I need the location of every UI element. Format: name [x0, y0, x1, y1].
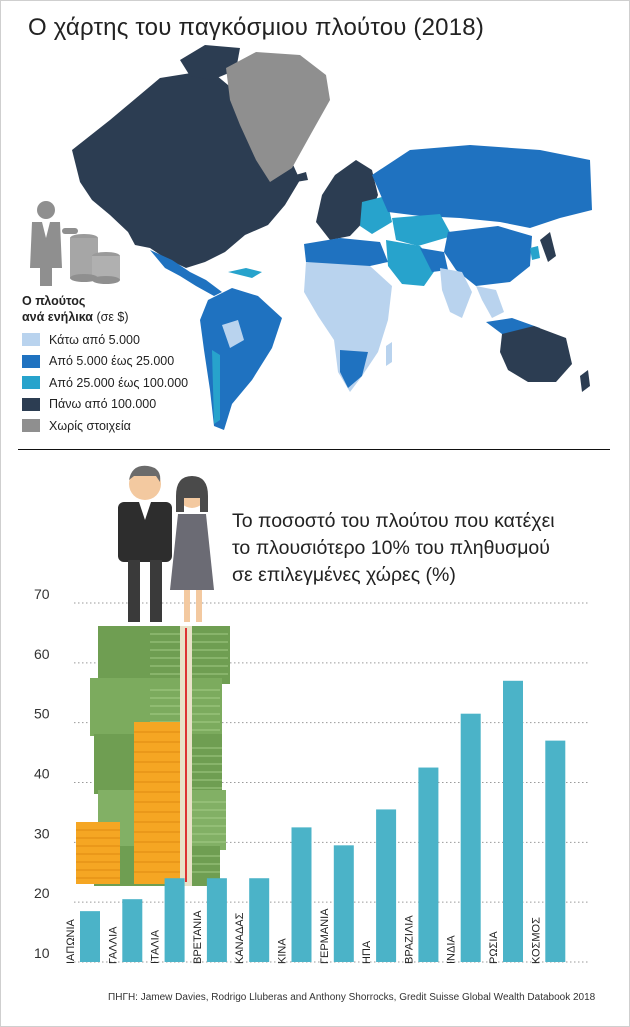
- greenland-region: [226, 52, 330, 182]
- y-tick-label: 10: [34, 945, 50, 961]
- legend-label: Από 5.000 έως 25.000: [49, 354, 175, 369]
- bar-2: [122, 899, 143, 962]
- central-asia-region: [392, 214, 452, 246]
- grid-layer: [74, 602, 588, 963]
- legend-title-line1: Ο πλούτος: [22, 294, 86, 308]
- map-legend: Ο πλούτος ανά ενήλικα (σε $) Κάτω από 5.…: [22, 293, 188, 437]
- legend-swatch: [22, 419, 40, 433]
- bar-chart: 10 20 30 40 50 60 70: [34, 465, 588, 964]
- bar-3: [164, 878, 185, 962]
- south-america-region: [200, 288, 282, 430]
- japan-region: [540, 232, 556, 262]
- world-map-panel: Ο χάρτης του παγκόσμιου πλούτου (2018): [0, 0, 630, 450]
- x-label-layer: ΙΑΠΩΝΙΑ ΓΑΛΛΙΑ ΙΤΑΛΙΑ ΒΡΕΤΑΝΙΑ ΚΑΝΑΔΑΣ ΚΙΝΑ ΓΕ…: [65, 908, 542, 964]
- bar-9: [418, 767, 439, 962]
- x-category-label: ΙΝΔΙΑ: [446, 935, 458, 964]
- russia-region: [372, 145, 592, 228]
- y-tick-label: 40: [34, 766, 50, 782]
- mexico-region: [150, 250, 222, 296]
- money-stacks-illustration: [76, 626, 230, 886]
- section-divider: [18, 449, 610, 450]
- southeast-asia-region: [476, 286, 504, 318]
- bar-1: [80, 911, 100, 962]
- africa-region: [304, 262, 392, 392]
- china-region: [444, 226, 532, 286]
- y-tick-label: 70: [34, 586, 50, 602]
- y-tick-label: 30: [34, 825, 50, 841]
- y-tick-label: 50: [34, 706, 50, 722]
- x-category-label: ΚΑΝΑΔΑΣ: [234, 912, 246, 964]
- bar-7: [333, 845, 354, 962]
- india-region: [440, 268, 472, 318]
- legend-unit: (σε $): [96, 310, 129, 324]
- bar-layer: [80, 680, 566, 962]
- bolivia-region: [222, 320, 244, 348]
- couple-illustration: [118, 465, 214, 622]
- chile-region: [212, 350, 220, 424]
- x-category-label: ΙΤΑΛΙΑ: [150, 929, 162, 964]
- caribbean-region: [228, 268, 262, 278]
- legend-item-25000-100000: Από 25.000 έως 100.000: [22, 372, 188, 394]
- source-note: ΠΗΓΗ: Jamew Davies, Rodrigo Lluberas and…: [108, 992, 596, 1003]
- arctic-islands: [180, 45, 240, 80]
- legend-label: Χωρίς στοιχεία: [49, 418, 131, 433]
- legend-label: Κάτω από 5.000: [49, 332, 140, 347]
- legend-label: Από 25.000 έως 100.000: [49, 375, 189, 390]
- x-category-label: ΚΙΝΑ: [277, 938, 289, 964]
- legend-swatch: [22, 376, 40, 390]
- legend-swatch: [22, 397, 40, 411]
- world-map: [72, 45, 592, 430]
- businessman-with-coins-icon: [30, 201, 120, 286]
- iceland-region: [292, 172, 308, 182]
- x-category-label: ΚΟΣΜΟΣ: [530, 917, 542, 964]
- australia-region: [500, 326, 572, 382]
- korea-region: [530, 246, 540, 260]
- legend-item-above-100000: Πάνω από 100.000: [22, 394, 188, 416]
- x-category-label: ΗΠΑ: [361, 940, 373, 964]
- x-category-label: ΓΕΡΜΑΝΙΑ: [319, 908, 331, 964]
- bar-8: [376, 809, 397, 962]
- x-category-label: ΙΑΠΩΝΙΑ: [65, 918, 77, 964]
- madagascar-region: [386, 342, 392, 366]
- iran-region: [420, 248, 448, 272]
- bar-10: [460, 713, 481, 962]
- map-title: Ο χάρτης του παγκόσμιου πλούτου (2018): [28, 14, 485, 41]
- south-africa-region: [340, 350, 368, 388]
- eastern-europe-region: [360, 196, 392, 234]
- middle-east-region: [386, 240, 438, 286]
- bar-11: [503, 680, 523, 962]
- new-zealand-region: [580, 370, 590, 392]
- legend-item-no-data: Χωρίς στοιχεία: [22, 415, 188, 437]
- y-tick-layer: 10 20 30 40 50 60 70: [34, 586, 50, 961]
- bar-12: [545, 740, 566, 962]
- legend-label: Πάνω από 100.000: [49, 397, 157, 412]
- x-category-label: ΒΡΕΤΑΝΙΑ: [192, 910, 204, 964]
- x-category-label: ΓΑΛΛΙΑ: [107, 926, 119, 964]
- chart-title-line1: Το ποσοστό του πλούτου που κατέχει: [232, 510, 555, 532]
- chart-title: Το ποσοστό του πλούτου που κατέχει το πλ…: [232, 508, 612, 589]
- legend-item-below-5000: Κάτω από 5.000: [22, 329, 188, 351]
- north-africa-region: [304, 238, 388, 268]
- x-category-label: ΡΩΣΙΑ: [488, 931, 500, 964]
- legend-title-line2: ανά ενήλικα: [22, 310, 93, 324]
- bar-4: [206, 878, 227, 962]
- bar-5: [249, 878, 270, 962]
- chart-title-line2: το πλουσιότερο 10% του πληθυσμού: [232, 537, 550, 559]
- x-category-label: ΒΡΑΖΙΛΙΑ: [403, 915, 415, 964]
- y-tick-label: 60: [34, 646, 50, 662]
- chart-title-line3: σε επιλεγμένες χώρες (%): [232, 564, 456, 586]
- bar-6: [291, 827, 312, 962]
- legend-item-5000-25000: Από 5.000 έως 25.000: [22, 351, 188, 373]
- legend-swatch: [22, 354, 40, 368]
- y-tick-label: 20: [34, 885, 50, 901]
- legend-swatch: [22, 333, 40, 347]
- legend-title: Ο πλούτος ανά ενήλικα (σε $): [22, 293, 188, 325]
